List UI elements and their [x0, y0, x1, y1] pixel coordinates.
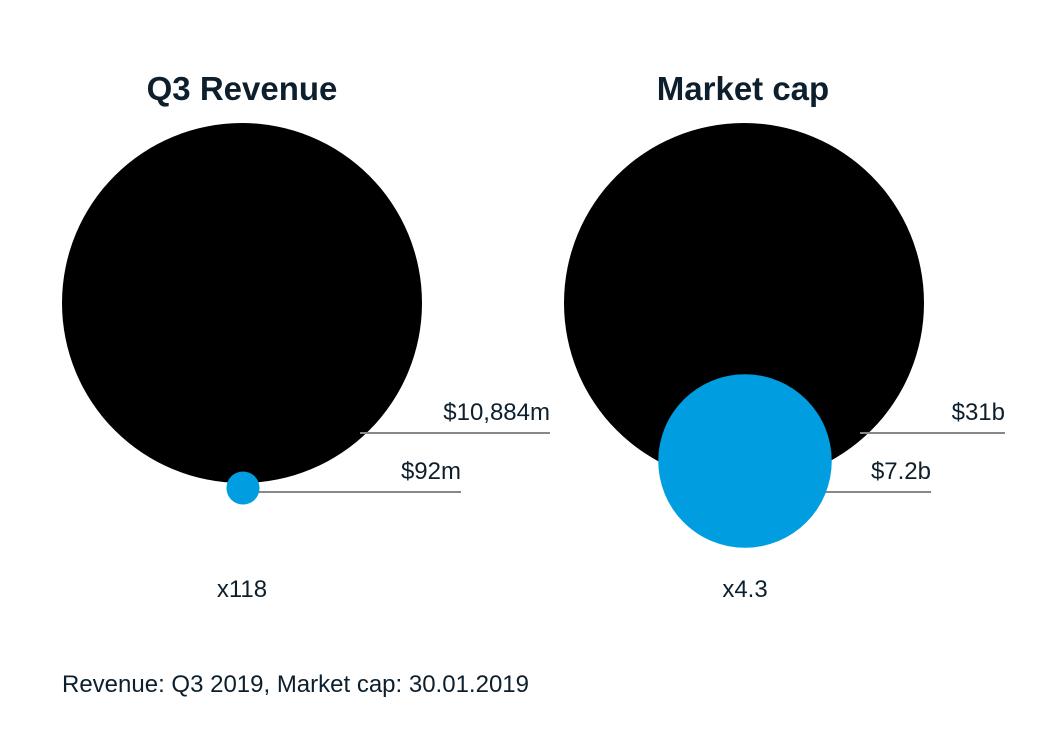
revenue-large-label: $10,884m [443, 399, 550, 426]
market-cap-large-label: $31b [952, 399, 1005, 426]
footnote: Revenue: Q3 2019, Market cap: 30.01.2019 [62, 671, 529, 698]
market-cap-small-label: $7.2b [871, 458, 931, 485]
revenue-large-bubble [62, 123, 422, 483]
revenue-small-bubble [226, 471, 260, 505]
market-cap-small-bubble [658, 374, 832, 548]
revenue-small-label: $92m [401, 458, 461, 485]
revenue-ratio-label: x118 [217, 576, 267, 603]
chart-title-revenue: Q3 Revenue [147, 70, 338, 107]
market-cap-large-bubble [564, 123, 924, 483]
market-cap-ratio-label: x4.3 [722, 576, 767, 603]
chart-title-market-cap: Market cap [657, 70, 829, 107]
